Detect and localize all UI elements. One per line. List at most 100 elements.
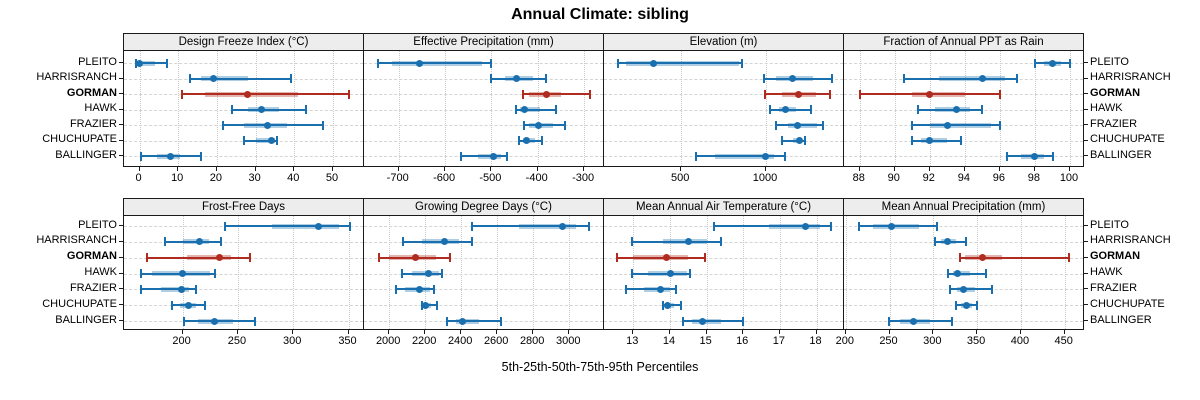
whisker-cap: [165, 58, 168, 68]
gridline-v: [845, 216, 847, 329]
median-dot: [761, 152, 769, 160]
axis-tick: [1063, 330, 1065, 334]
gridline-v: [497, 216, 499, 329]
whisker-cap: [188, 74, 191, 83]
median-dot: [167, 152, 174, 160]
whisker-cap: [459, 151, 462, 161]
gridline-v: [333, 51, 334, 166]
axis-tick-label: 2000: [375, 335, 401, 347]
gridline-h: [844, 140, 1083, 142]
gridline-h: [124, 241, 363, 243]
gridline-h: [844, 63, 1083, 64]
axis-tick-label: 90: [887, 172, 900, 184]
whisker-cap: [902, 74, 905, 83]
site-label-left-chuchupate: CHUCHUPATE: [42, 133, 117, 145]
whisker-cap: [304, 105, 307, 114]
whisker-cap: [139, 269, 142, 278]
whisker-cap: [958, 253, 961, 263]
whisker-cap: [471, 237, 474, 247]
percentile-range-line: [959, 256, 1070, 259]
median-dot: [179, 270, 187, 277]
whisker-cap: [911, 120, 914, 130]
axis-tick: [632, 330, 634, 334]
site-label-right-gorman: GORMAN: [1090, 86, 1141, 99]
whisker-cap: [887, 316, 890, 326]
y-axis-tick: [1084, 108, 1088, 110]
median-dot: [534, 121, 542, 129]
gridline-h: [364, 109, 603, 111]
percentile-range-line: [460, 155, 507, 157]
whisker-cap: [976, 300, 979, 310]
percentile-range-line: [519, 139, 542, 142]
y-axis-tick: [119, 139, 123, 141]
whisker-cap: [170, 300, 173, 310]
panel-elevation-m: [603, 50, 844, 167]
gridline-h: [124, 63, 363, 64]
axis-tick: [815, 330, 817, 334]
whisker-cap: [689, 269, 692, 278]
whisker-cap: [490, 74, 493, 83]
gridline-h: [604, 241, 843, 243]
axis-tick-label: 98: [1027, 172, 1041, 184]
whisker-cap: [964, 237, 967, 247]
median-dot: [663, 301, 671, 309]
percentile-range-line: [631, 240, 722, 243]
axis-tick-label: 350: [338, 335, 357, 347]
y-axis-tick: [1084, 256, 1088, 258]
whisker-cap: [720, 237, 723, 247]
axis-tick: [858, 167, 860, 171]
axis-tick: [932, 330, 934, 334]
axis-tick: [1019, 330, 1021, 334]
whisker-cap: [243, 136, 245, 145]
percentile-range-line: [140, 288, 196, 291]
whisker-cap: [505, 151, 508, 161]
gridline-v: [216, 51, 218, 166]
axis-tick: [388, 330, 390, 334]
gridline-h: [604, 140, 843, 142]
gridline-v: [1034, 51, 1036, 166]
axis-tick-label: 350: [966, 335, 986, 347]
whisker-cap: [615, 253, 618, 263]
gridline-v: [348, 216, 350, 329]
whisker-cap: [441, 269, 444, 278]
axis-tick: [236, 330, 238, 334]
panel-effective-precipitation-mm: [363, 50, 604, 167]
axis-tick-label: 1000: [752, 172, 778, 184]
gridline-h: [124, 156, 363, 157]
whisker-cap: [998, 89, 1001, 99]
gridline-v: [779, 216, 781, 329]
site-label-right-harrisranch: HARRISRANCH: [1090, 71, 1171, 83]
site-label-left-gorman: GORMAN: [66, 86, 117, 99]
axis-tick: [138, 167, 140, 171]
y-axis-tick: [119, 124, 123, 125]
whisker-cap: [857, 221, 860, 231]
percentile-range-line: [224, 225, 350, 227]
gridline-h: [364, 78, 603, 80]
percentile-range-line: [950, 288, 992, 291]
median-dot: [684, 238, 692, 246]
gridline-h: [364, 241, 603, 243]
whisker-cap: [140, 151, 143, 161]
gridline-v: [584, 51, 586, 166]
site-label-right-ballinger: BALLINGER: [1090, 148, 1152, 161]
y-axis-tick: [1084, 62, 1088, 63]
whisker-cap: [911, 136, 914, 145]
median-dot: [267, 137, 275, 144]
axis-tick-label: 17: [772, 335, 786, 347]
median-dot: [926, 137, 934, 144]
median-dot: [513, 75, 521, 82]
panel-strip-mean-annual-precipitation-mm: Mean Annual Precipitation (mm): [843, 198, 1084, 216]
y-axis-tick: [1084, 77, 1088, 79]
whisker-cap: [742, 316, 745, 326]
gridline-v: [398, 51, 400, 166]
whisker-cap: [564, 120, 567, 130]
panel-strip-elevation-m: Elevation (m): [603, 33, 844, 51]
gridline-h: [604, 289, 843, 291]
axis-tick-label: 300: [283, 335, 302, 347]
gridline-v: [139, 51, 141, 166]
gridline-h: [604, 109, 843, 111]
site-label-left-harrisranch: HARRISRANCH: [36, 234, 117, 247]
percentile-range-line: [948, 272, 986, 275]
percentile-range-line: [770, 108, 811, 111]
gridline-h: [124, 289, 363, 291]
